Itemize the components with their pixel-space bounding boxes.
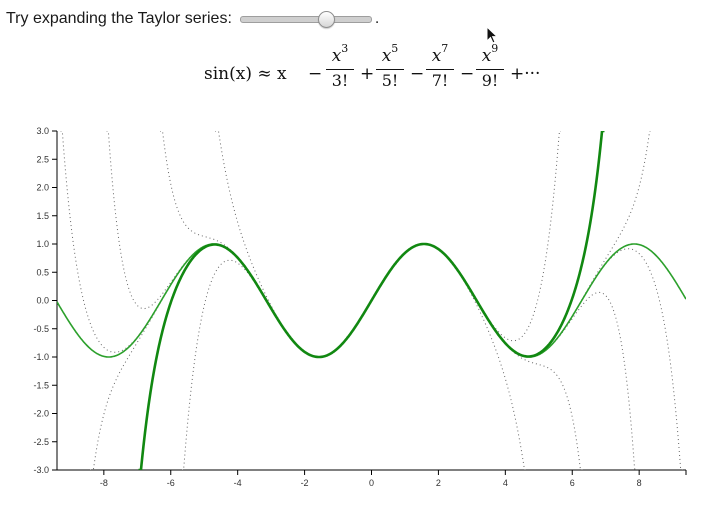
taylor-formula: sin(x) ≈ x − x3 3! + x5 5! − x7 7! − x9 … [204,42,564,100]
y-tick-label: -2.0 [33,409,49,419]
mouse-pointer-icon [486,26,499,44]
formula-sign-1: − [308,64,323,84]
formula-sign-3: − [410,64,425,84]
controls-bar: Try expanding the Taylor series: . [6,8,379,30]
prompt-period: . [374,10,380,27]
slider-thumb[interactable] [317,11,335,28]
taylor-chart: 3.0 2.5 2.0 1.5 1.0 0.5 0.0 -0.5 -1.0 -1.5 -2.0 -2.… [33,126,687,488]
formula-power-1: 3 [341,42,349,55]
formula-power-3: 7 [441,42,449,55]
y-tick-label: -3.0 [33,465,49,475]
x-tick-label: 4 [503,478,508,488]
x-tick-label: 2 [436,478,441,488]
x-tick-label: -4 [234,478,242,488]
formula-lhs: sin(x) ≈ x [204,64,287,84]
y-tick-label: 2.0 [36,183,49,193]
x-tick-label: 6 [570,478,575,488]
y-tick-label: -2.5 [33,437,49,447]
taylor-order-slider[interactable] [239,11,372,28]
taylor-current-curve [138,131,605,470]
formula-den-3: 7! [431,71,449,90]
formula-power-4: 9 [491,42,499,55]
formula-den-4: 9! [481,71,499,90]
x-tick-label: 8 [637,478,642,488]
prompt-label: Try expanding the Taylor series: [6,10,232,27]
y-tick-label: -0.5 [33,324,49,334]
formula-sign-4: − [460,64,475,84]
formula-term-3: x7 7! [426,42,454,90]
x-tick-label: -8 [100,478,108,488]
formula-tail: +··· [510,64,541,84]
chart-axes: 3.0 2.5 2.0 1.5 1.0 0.5 0.0 -0.5 -1.0 -1.5 -2.0 -2.… [33,126,687,488]
formula-power-2: 5 [391,42,399,55]
x-tick-label: 0 [369,478,374,488]
y-tick-label: -1.5 [33,380,49,390]
y-tick-label: 0.5 [36,267,49,277]
y-tick-label: 3.0 [36,126,49,136]
x-tick-label: -2 [301,478,309,488]
taylor-order-4-curve [182,131,561,470]
chart-curves [57,131,686,470]
y-tick-label: -1.0 [33,352,49,362]
formula-den-2: 5! [381,71,399,90]
y-tick-label: 1.0 [36,239,49,249]
x-tick-label: -6 [167,478,175,488]
formula-sign-2: + [360,64,375,84]
formula-term-4: x9 9! [476,42,504,90]
y-tick-label: 2.5 [36,154,49,164]
y-tick-label: 0.0 [36,296,49,306]
formula-term-1: x3 3! [326,42,354,90]
slider-track[interactable] [239,16,372,23]
formula-den-1: 3! [331,71,349,90]
y-tick-label: 1.5 [36,211,49,221]
formula-term-2: x5 5! [376,42,404,90]
